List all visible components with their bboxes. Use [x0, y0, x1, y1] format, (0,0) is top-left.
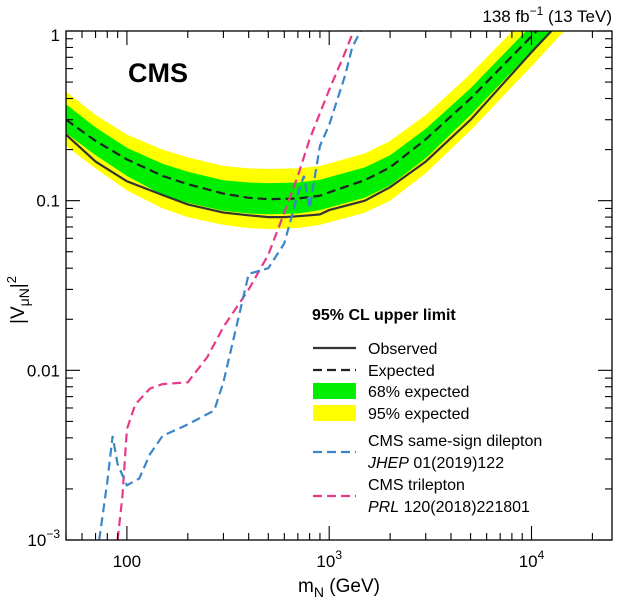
legend-swatch-band95	[313, 405, 356, 421]
x-tick-label: 103	[316, 548, 342, 571]
dilepton-line	[98, 31, 362, 540]
legend-label: 95% expected	[368, 406, 469, 423]
legend-label-dilepton: CMS same-sign dilepton	[368, 433, 542, 450]
limit-curves	[66, 31, 553, 540]
trilepton-line	[116, 31, 355, 540]
y-tick-label: 0.01	[27, 361, 60, 380]
plot-frame	[65, 30, 613, 541]
x-axis-title-unit: (GeV)	[324, 576, 380, 597]
experiment-label: CMS	[128, 58, 188, 88]
legend-reference-dilepton: JHEP 01(2019)122	[367, 455, 504, 472]
x-axis-title-sub: N	[314, 584, 324, 600]
y-tick-label: 10−3	[27, 527, 60, 550]
expected-line	[66, 31, 539, 201]
legend-label: 68% expected	[368, 384, 469, 401]
axes: 100 103 104 10−3 0.01 0.1 1	[27, 26, 613, 571]
y-axis-title-sub: μN	[16, 288, 32, 306]
x-axis-title: mN (GeV)	[298, 576, 380, 600]
expected-bands	[66, 31, 565, 230]
y-axis-title-pre: |V	[8, 306, 29, 324]
x-tick-label: 100	[113, 552, 141, 571]
lumi-label: 138 fb−1 (13 TeV)	[482, 4, 612, 26]
lumi-value: 138 fb	[482, 7, 529, 26]
observed-line	[66, 31, 553, 219]
legend-label-trilepton: CMS trilepton	[368, 477, 465, 494]
legend-label: Observed	[368, 341, 437, 358]
y-tick-label: 1	[51, 26, 60, 45]
y-axis-title-post: |	[8, 283, 29, 288]
y-axis-title: |VμN|2	[4, 276, 32, 324]
band-68-expected	[66, 31, 551, 215]
legend-title: 95% CL upper limit	[312, 307, 456, 324]
legend: 95% CL upper limit Observed Expected 68% e…	[312, 307, 542, 516]
legend-reference-trilepton: PRL 120(2018)221801	[368, 499, 530, 516]
legend-swatch-band68	[313, 383, 356, 399]
y-axis-title-sup: 2	[4, 276, 19, 283]
lumi-energy: (13 TeV)	[543, 7, 612, 26]
chart-annotations: CMS 138 fb−1 (13 TeV) mN (GeV) |VμN|2	[4, 4, 612, 600]
x-axis-title-main: m	[298, 576, 314, 597]
lumi-exponent: −1	[530, 4, 544, 18]
y-tick-label: 0.1	[36, 192, 60, 211]
x-tick-label: 104	[519, 548, 545, 571]
legend-label: Expected	[368, 363, 435, 380]
